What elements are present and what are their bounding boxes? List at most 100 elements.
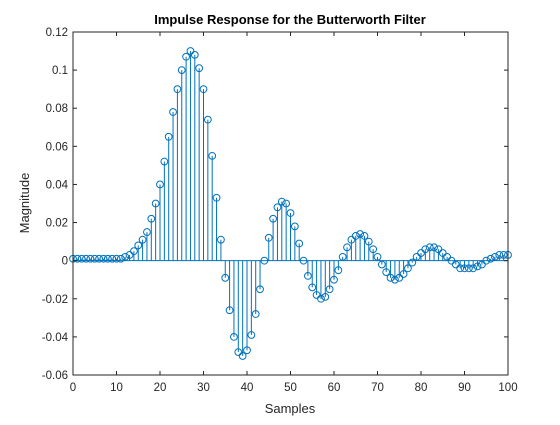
stem-marker	[143, 228, 151, 236]
x-tick-label: 50	[284, 382, 297, 394]
x-tick-label: 20	[154, 382, 167, 394]
stem-marker	[234, 348, 243, 357]
y-tick-label: 0.08	[46, 103, 68, 115]
stem-marker	[121, 252, 130, 261]
stem-marker	[451, 260, 460, 269]
stem-marker	[321, 292, 330, 301]
stem-marker	[443, 252, 452, 261]
stem-marker	[221, 273, 230, 282]
stem-marker	[438, 249, 447, 257]
stem-marker	[164, 132, 173, 141]
stem-marker	[203, 115, 212, 124]
y-tick-label: 0	[62, 256, 68, 268]
stem-marker	[377, 260, 386, 269]
stem-marker	[108, 254, 117, 263]
stem-marker	[225, 306, 234, 315]
stem-marker	[273, 203, 282, 212]
stem-marker	[330, 275, 338, 284]
stem-marker	[195, 64, 204, 73]
stem-marker	[199, 85, 208, 94]
y-tick-label: 0.1	[52, 65, 68, 77]
y-tick-label: 0.04	[46, 179, 69, 191]
stem-marker	[286, 209, 295, 217]
stem-marker	[182, 52, 191, 61]
stem-marker	[190, 50, 199, 59]
stem-marker	[404, 264, 412, 273]
stem-marker	[256, 285, 264, 294]
x-tick-label: 80	[415, 382, 428, 394]
stem-marker	[208, 151, 217, 160]
stem-marker	[386, 273, 395, 282]
stem-marker	[260, 256, 269, 265]
stem-marker	[464, 264, 473, 273]
stem-marker	[116, 254, 125, 263]
stem-marker	[290, 222, 299, 231]
stem-marker	[230, 332, 238, 341]
stem-marker	[247, 331, 256, 339]
stem-marker	[499, 251, 508, 259]
stem-marker	[156, 180, 164, 189]
stem-marker	[460, 264, 469, 273]
x-tick-label: 0	[70, 382, 76, 394]
stem-marker	[169, 108, 177, 116]
x-axis-label: Samples	[265, 401, 316, 416]
x-tick-label: 90	[458, 382, 471, 394]
stem-marker	[495, 251, 504, 259]
stem-marker	[478, 260, 486, 269]
stem-marker	[351, 231, 360, 240]
stem-marker	[430, 243, 438, 252]
stem-marker	[186, 47, 195, 55]
stem-marker	[73, 254, 82, 263]
stem-marker	[112, 254, 121, 263]
stem-marker	[151, 199, 160, 208]
stem-marker	[238, 352, 247, 360]
stem-markers	[69, 47, 512, 360]
stem-marker	[456, 264, 465, 273]
y-tick-label: -0.04	[42, 332, 69, 344]
stem-marker	[130, 247, 138, 256]
stem-marker	[138, 235, 147, 244]
x-tick-label: 10	[110, 382, 123, 394]
stem-marker	[343, 243, 351, 252]
stem-marker	[99, 254, 108, 263]
stem-marker	[212, 193, 221, 202]
stem-marker	[482, 256, 491, 265]
stem-marker	[269, 214, 278, 223]
stem-marker	[264, 233, 273, 242]
stem-marker	[95, 254, 103, 263]
stem-marker	[243, 346, 251, 355]
stem-marker	[417, 249, 425, 257]
stem-marker	[421, 245, 430, 254]
x-tick-label: 100	[498, 382, 517, 394]
stem-marker	[491, 252, 499, 261]
x-tick-label: 40	[241, 382, 254, 394]
y-tick-label: 0.12	[46, 27, 68, 39]
stem-marker	[299, 256, 308, 265]
stem-marker	[173, 85, 182, 94]
stem-marker	[125, 251, 134, 259]
stem-marker	[103, 254, 112, 263]
stem-marker	[177, 66, 186, 75]
stem-marker	[434, 245, 443, 254]
x-tick-label: 70	[371, 382, 384, 394]
stem-marker	[373, 252, 382, 261]
axes-background	[73, 32, 508, 375]
stem-marker	[395, 273, 404, 282]
stem-marker	[408, 258, 417, 267]
stem-marker	[77, 254, 86, 263]
stem-marker	[317, 294, 325, 303]
stem-marker	[425, 243, 434, 252]
stem-marker	[391, 275, 399, 284]
x-axis-ticks: 0 10 20 30 40 50 60 70 80 90 100	[70, 32, 518, 394]
stem-marker	[356, 230, 365, 238]
chart-title: Impulse Response for the Butterworth Fil…	[154, 12, 426, 27]
stem-marker	[277, 197, 286, 206]
stem-marker	[412, 252, 421, 261]
stem-marker	[134, 241, 143, 250]
y-tick-label: 0.06	[46, 141, 68, 153]
stem-marker	[334, 266, 343, 275]
stem-marker	[295, 239, 304, 248]
stem-marker	[360, 231, 369, 240]
